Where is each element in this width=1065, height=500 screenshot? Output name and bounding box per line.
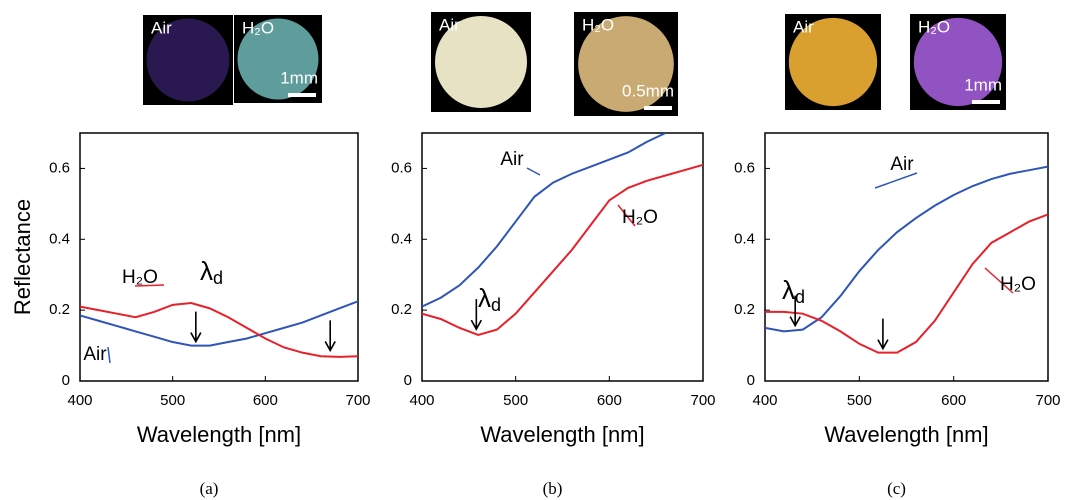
photo-label: Air — [151, 18, 172, 37]
label-leader — [108, 347, 110, 363]
x-tick-label: 700 — [690, 392, 715, 409]
series-line — [80, 303, 358, 357]
x-tick-label: 500 — [847, 392, 872, 409]
scale-label: 0.5mm — [622, 81, 674, 100]
lambda-label: λd — [782, 275, 805, 307]
panel-label: (a) — [200, 479, 219, 498]
series-line — [80, 301, 358, 345]
y-tick-label: 0.2 — [49, 301, 70, 318]
photo-label: H₂O — [918, 17, 950, 36]
series-line — [765, 167, 1048, 332]
x-tick-label: 700 — [345, 392, 370, 409]
series-label: Air — [890, 154, 914, 175]
plot-frame — [422, 133, 703, 381]
y-axis-label: Reflectance — [10, 199, 35, 315]
x-tick-label: 600 — [253, 392, 278, 409]
lambda-label: λd — [200, 256, 223, 288]
y-tick-label: 0.2 — [734, 301, 755, 318]
figure: Air H₂O 1mm 0 0.2 0.4 0.6 400 500 600 700 Wavelengt… — [0, 0, 1065, 500]
arrow — [325, 320, 335, 350]
scale-bar — [644, 106, 672, 110]
series-label: Air — [500, 149, 524, 170]
label-leader — [527, 168, 540, 175]
scale-bar — [288, 93, 316, 97]
x-tick-label: 700 — [1035, 392, 1060, 409]
y-tick-label: 0 — [404, 372, 412, 389]
x-tick-label: 500 — [160, 392, 185, 409]
x-tick-label: 600 — [941, 392, 966, 409]
y-tick-label: 0 — [747, 372, 755, 389]
photo-label: Air — [439, 15, 460, 34]
y-tick-label: 0 — [62, 372, 70, 389]
y-tick-label: 0.6 — [391, 159, 412, 176]
photo-label: H₂O — [582, 15, 614, 34]
scale-label: 1mm — [280, 68, 318, 87]
y-tick-label: 0.4 — [734, 230, 755, 247]
series-line — [422, 165, 703, 335]
x-axis-label: Wavelength [nm] — [824, 422, 988, 447]
series-label: H₂O — [1000, 274, 1036, 295]
series-label: H₂O — [122, 267, 158, 288]
x-tick-label: 400 — [409, 392, 434, 409]
arrow — [878, 319, 888, 349]
y-tick-label: 0.6 — [49, 159, 70, 176]
label-leader — [875, 173, 917, 188]
x-axis-label: Wavelength [nm] — [480, 422, 644, 447]
panel: Air H₂O 0.5mm 0 0.2 0.4 0.6 400 500 600 700 Wavelen… — [391, 12, 715, 498]
x-tick-label: 400 — [67, 392, 92, 409]
x-tick-label: 500 — [503, 392, 528, 409]
arrow — [191, 312, 201, 342]
scale-label: 1mm — [964, 75, 1002, 94]
photo-label: H₂O — [242, 18, 274, 37]
y-tick-label: 0.6 — [734, 159, 755, 176]
y-tick-label: 0.4 — [49, 230, 70, 247]
panel: Air H₂O 1mm 0 0.2 0.4 0.6 400 500 600 700 Wavelengt… — [10, 15, 371, 498]
photo-label: Air — [793, 17, 814, 36]
x-tick-label: 400 — [752, 392, 777, 409]
x-axis-label: Wavelength [nm] — [137, 422, 301, 447]
panel-label: (c) — [887, 479, 906, 498]
panel-label: (b) — [543, 479, 563, 498]
scale-bar — [972, 100, 1000, 104]
series-label: H₂O — [622, 207, 658, 228]
lambda-label: λd — [478, 283, 501, 315]
series-label: Air — [83, 344, 107, 365]
x-tick-label: 600 — [597, 392, 622, 409]
panel: Air H₂O 1mm 0 0.2 0.4 0.6 400 500 600 700 Wavelengt… — [734, 14, 1060, 498]
y-tick-label: 0.2 — [391, 301, 412, 318]
y-tick-label: 0.4 — [391, 230, 412, 247]
